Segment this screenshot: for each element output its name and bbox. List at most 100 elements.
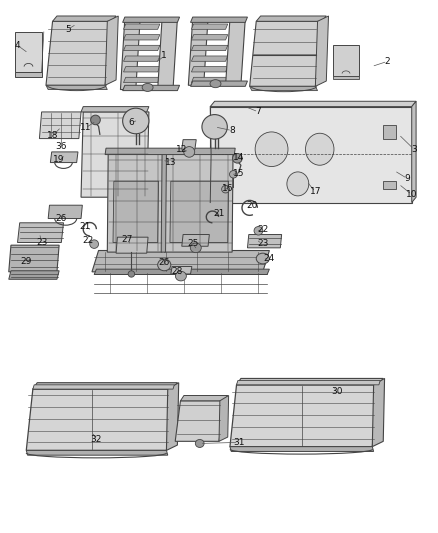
Polygon shape — [219, 395, 229, 441]
Polygon shape — [372, 378, 385, 447]
Polygon shape — [124, 77, 160, 83]
Polygon shape — [15, 32, 42, 72]
Text: 4: 4 — [15, 41, 20, 50]
Polygon shape — [105, 16, 118, 85]
Text: 20: 20 — [246, 201, 258, 209]
Polygon shape — [9, 245, 59, 272]
Text: 28: 28 — [172, 268, 183, 276]
Text: 15: 15 — [233, 169, 244, 177]
Text: 22: 22 — [257, 225, 268, 233]
Polygon shape — [250, 86, 318, 91]
Text: 27: 27 — [121, 236, 133, 244]
Polygon shape — [191, 67, 228, 72]
Polygon shape — [107, 154, 163, 252]
Ellipse shape — [175, 271, 186, 281]
Polygon shape — [164, 154, 233, 252]
Text: 26: 26 — [159, 258, 170, 266]
Polygon shape — [161, 154, 166, 252]
Text: 13: 13 — [165, 158, 177, 167]
Polygon shape — [191, 45, 228, 51]
Polygon shape — [50, 152, 78, 163]
Text: 22: 22 — [82, 237, 93, 245]
Ellipse shape — [123, 108, 149, 134]
Text: 23: 23 — [257, 239, 268, 248]
Text: 31: 31 — [233, 438, 244, 447]
Polygon shape — [53, 16, 116, 21]
Polygon shape — [81, 107, 149, 112]
Polygon shape — [333, 45, 359, 76]
Polygon shape — [315, 16, 328, 86]
Polygon shape — [33, 385, 174, 389]
Ellipse shape — [287, 172, 309, 196]
Polygon shape — [383, 181, 396, 189]
Text: 16: 16 — [222, 184, 233, 192]
Polygon shape — [26, 389, 173, 450]
Ellipse shape — [254, 227, 263, 235]
Polygon shape — [124, 67, 160, 72]
Ellipse shape — [202, 115, 227, 139]
Polygon shape — [247, 235, 282, 248]
Polygon shape — [170, 181, 229, 243]
Polygon shape — [226, 19, 245, 85]
Text: 19: 19 — [53, 156, 65, 164]
Text: 10: 10 — [406, 190, 417, 199]
Polygon shape — [166, 383, 179, 450]
Ellipse shape — [142, 84, 153, 92]
Text: 21: 21 — [80, 222, 91, 231]
Text: 8: 8 — [229, 126, 235, 135]
Polygon shape — [15, 72, 42, 77]
Text: 23: 23 — [36, 238, 47, 247]
Polygon shape — [210, 101, 416, 107]
Text: 5: 5 — [65, 25, 71, 34]
Polygon shape — [81, 112, 149, 197]
Text: 7: 7 — [255, 108, 261, 116]
Text: 11: 11 — [80, 124, 91, 132]
Polygon shape — [182, 235, 209, 246]
Text: 24: 24 — [264, 254, 275, 263]
Text: 14: 14 — [233, 153, 244, 161]
Polygon shape — [191, 56, 228, 61]
Polygon shape — [175, 401, 224, 441]
Polygon shape — [94, 269, 269, 274]
Polygon shape — [250, 21, 322, 86]
Polygon shape — [92, 251, 269, 272]
Polygon shape — [46, 21, 112, 85]
Polygon shape — [124, 24, 160, 29]
Polygon shape — [120, 19, 140, 90]
Polygon shape — [333, 76, 359, 79]
Ellipse shape — [158, 259, 171, 271]
Polygon shape — [123, 85, 180, 91]
Ellipse shape — [233, 154, 242, 163]
Polygon shape — [237, 378, 383, 385]
Polygon shape — [188, 19, 208, 85]
Polygon shape — [124, 45, 160, 51]
Ellipse shape — [90, 240, 99, 248]
Polygon shape — [105, 148, 235, 155]
Ellipse shape — [190, 243, 201, 253]
Text: 26: 26 — [56, 214, 67, 223]
Polygon shape — [116, 237, 148, 253]
Text: 1: 1 — [161, 52, 167, 60]
Polygon shape — [180, 395, 228, 401]
Polygon shape — [256, 16, 326, 21]
Text: 17: 17 — [310, 188, 321, 196]
Polygon shape — [33, 383, 177, 389]
Polygon shape — [18, 223, 64, 243]
Polygon shape — [26, 450, 168, 455]
Ellipse shape — [210, 80, 221, 88]
Text: 30: 30 — [332, 387, 343, 396]
Polygon shape — [191, 77, 228, 83]
Text: 6: 6 — [128, 118, 134, 127]
Polygon shape — [210, 107, 412, 203]
Ellipse shape — [91, 115, 100, 125]
Text: 32: 32 — [91, 435, 102, 444]
Polygon shape — [124, 56, 160, 61]
Polygon shape — [237, 381, 380, 385]
Polygon shape — [171, 266, 192, 274]
Polygon shape — [39, 112, 81, 139]
Text: 25: 25 — [187, 239, 198, 248]
Text: 3: 3 — [411, 145, 417, 154]
Text: 29: 29 — [21, 257, 32, 265]
Polygon shape — [123, 17, 180, 22]
Polygon shape — [48, 205, 82, 219]
